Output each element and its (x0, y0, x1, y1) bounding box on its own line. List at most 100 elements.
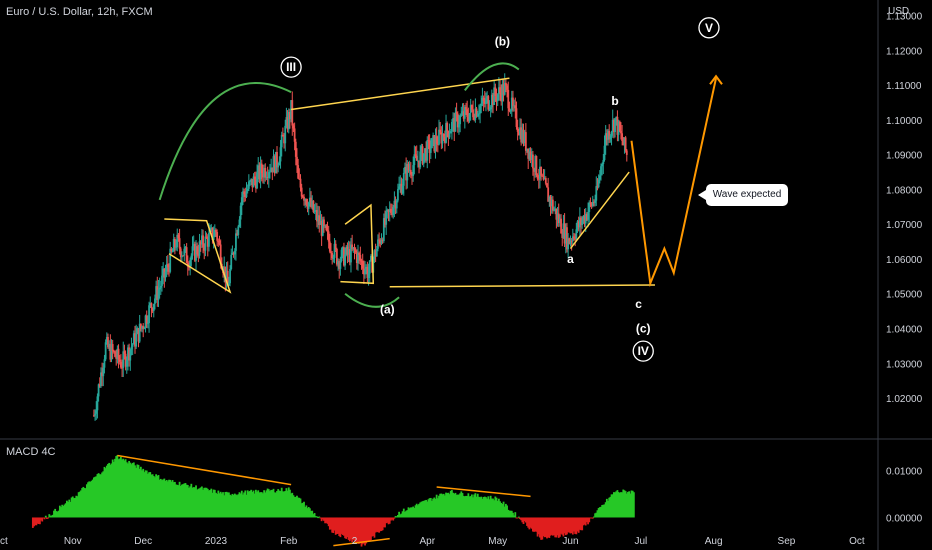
candle-body (532, 154, 534, 169)
macd-bar (216, 493, 219, 518)
macd-bar (173, 481, 176, 518)
candle-body (539, 166, 541, 179)
macd-bar (319, 517, 322, 519)
candle-body (341, 247, 344, 250)
macd-bar (172, 482, 175, 518)
macd-bar (590, 517, 593, 519)
candle-body (394, 200, 397, 209)
candle-body (620, 130, 622, 134)
candle-body (283, 136, 285, 144)
time-tick: Jun (562, 536, 578, 547)
candle-body (434, 136, 437, 152)
candle-body (145, 315, 148, 324)
macd-bar (587, 517, 589, 525)
candle-body (514, 105, 517, 109)
candle-body (426, 140, 429, 161)
candle-body (573, 236, 575, 239)
candle-body (266, 176, 269, 178)
macd-bar (449, 490, 452, 518)
macd-bar (232, 494, 235, 518)
candle-body (325, 225, 328, 231)
time-tick: Oct (0, 536, 8, 547)
macd-bar (346, 517, 349, 538)
macd-bar (488, 499, 491, 518)
wave-label: (b) (495, 35, 510, 49)
macd-bar (366, 517, 369, 542)
candle-body (454, 112, 457, 132)
candle-body (262, 173, 264, 178)
candle-body (168, 267, 170, 272)
candle-body (590, 203, 593, 207)
macd-bar (372, 517, 375, 536)
macd-bar (431, 500, 433, 518)
candle-body (482, 97, 485, 101)
candle-body (459, 115, 462, 125)
macd-bar (510, 510, 513, 518)
candle-body (277, 165, 280, 168)
candle-body (181, 255, 183, 258)
macd-bar (157, 475, 160, 518)
candle-body (163, 268, 166, 278)
macd-bar (199, 487, 202, 518)
candle-body (535, 156, 538, 176)
macd-bar (367, 517, 370, 542)
macd-bar (243, 492, 246, 518)
macd-bar (212, 489, 215, 518)
candle-body (161, 275, 163, 286)
macd-bar (393, 517, 396, 519)
candle-body (419, 151, 422, 168)
candle-body (377, 239, 379, 249)
candle-body (251, 178, 254, 188)
macd-bar (35, 517, 38, 526)
candle-body (300, 187, 303, 197)
macd-bar (183, 483, 186, 518)
candle-body (338, 261, 341, 269)
candle-body (149, 303, 152, 306)
candle-body (537, 178, 540, 180)
candle-body (109, 343, 112, 360)
macd-bar (420, 501, 423, 518)
candle-body (604, 133, 607, 146)
macd-bar (416, 505, 419, 518)
candle-body (506, 85, 508, 90)
macd-bar (110, 463, 113, 518)
candle-body (614, 118, 616, 133)
macd-bar (462, 495, 465, 518)
candle-body (557, 213, 560, 224)
candle-body (112, 351, 115, 353)
time-tick: Apr (419, 536, 435, 547)
candle-body (408, 169, 411, 171)
macd-bar (47, 517, 50, 519)
candle-body (344, 254, 346, 266)
macd-bar (407, 507, 410, 518)
candle-body (523, 132, 526, 144)
candle-body (475, 108, 478, 117)
candle-body (197, 254, 200, 256)
candle-body (520, 127, 523, 143)
candle-body (507, 89, 510, 109)
macd-bar (192, 487, 195, 518)
candle-body (171, 251, 174, 253)
macd-bar (394, 516, 397, 518)
candle-body (316, 210, 318, 222)
candle-body (415, 155, 418, 161)
macd-bar (155, 474, 158, 518)
macd-bar (480, 496, 483, 518)
candle-body (362, 268, 365, 275)
candle-body (387, 209, 390, 212)
macd-bar (325, 517, 328, 523)
macd-bar (170, 481, 173, 518)
candle-body (132, 333, 135, 345)
candle-body (265, 176, 268, 178)
candle-body (360, 260, 363, 262)
time-axis[interactable]: Oct Nov Dec 2023 Feb 2 Apr May Jun Jul Aug Sep Oct (0, 536, 865, 547)
candle-body (142, 326, 145, 329)
candle-body (556, 213, 559, 220)
macd-bar (350, 517, 352, 540)
macd-bar (520, 517, 523, 521)
macd-bar (66, 500, 68, 518)
candle-body (138, 323, 141, 342)
candle-body (397, 189, 399, 201)
